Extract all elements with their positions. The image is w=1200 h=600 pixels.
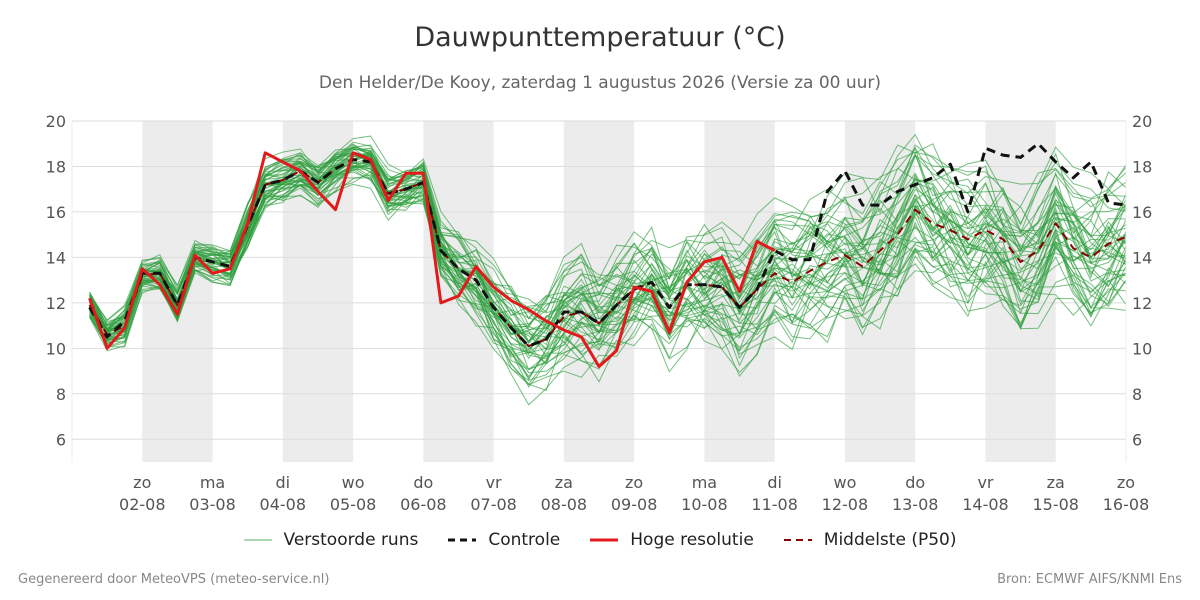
x-tick-date-label: 09-08 (611, 495, 658, 514)
x-tick-day-label: zo (133, 473, 151, 492)
x-tick-date-label: 07-08 (470, 495, 517, 514)
black-dashed-line-icon (448, 538, 477, 542)
x-tick-date-label: 12-08 (822, 495, 869, 514)
ensemble-member-line (89, 141, 1127, 335)
y-tick-label-left: 16 (46, 203, 66, 222)
y-tick-label-left: 14 (46, 248, 66, 267)
series-lines (88, 142, 1127, 368)
x-tick-date-label: 15-08 (1032, 495, 1079, 514)
x-tick-date-label: 05-08 (330, 495, 377, 514)
x-tick-day-label: vr (977, 473, 993, 492)
y-tick-label-right: 14 (1132, 248, 1152, 267)
y-tick-label-left: 6 (56, 430, 66, 449)
y-tick-label-left: 12 (46, 294, 66, 313)
x-tick-day-label: wo (833, 473, 856, 492)
x-tick-date-label: 16-08 (1103, 495, 1150, 514)
legend-item-hoge-resolutie: Hoge resolutie (590, 530, 754, 550)
x-tick-day-label: di (275, 473, 290, 492)
chart-title: Dauwpunttemperatuur (°C) (414, 22, 786, 53)
x-tick-day-label: vr (486, 473, 502, 492)
x-tick-date-label: 13-08 (892, 495, 939, 514)
x-tick-day-label: za (1047, 473, 1065, 492)
y-tick-label-right: 20 (1132, 112, 1152, 131)
x-tick-date-label: 04-08 (260, 495, 307, 514)
x-tick-date-label: 11-08 (751, 495, 798, 514)
ensemble-lines (89, 133, 1127, 406)
chart-subtitle: Den Helder/De Kooy, zaterdag 1 augustus … (318, 73, 882, 93)
ensemble-member-line (89, 171, 1127, 386)
legend-item-verstoorde-runs: Verstoorde runs (243, 530, 419, 550)
x-tick-day-label: do (413, 473, 433, 492)
ensemble-member-line (89, 143, 1127, 325)
x-tick-day-label: zo (1117, 473, 1135, 492)
hoge-resolutie-line (88, 151, 776, 368)
y-tick-label-right: 18 (1132, 157, 1152, 176)
x-tick-day-label: ma (692, 473, 717, 492)
y-tick-label-left: 10 (46, 339, 66, 358)
footer-credit: Gegenereerd door MeteoVPS (meteo-service… (18, 572, 330, 587)
darkred-dashed-line-icon (783, 539, 812, 541)
x-tick-day-label: za (555, 473, 573, 492)
controle-line (88, 142, 1127, 348)
ensemble-member-line (89, 154, 1127, 343)
y-tick-label-left: 18 (46, 157, 66, 176)
x-tick-date-label: 08-08 (541, 495, 588, 514)
x-tick-date-label: 10-08 (681, 495, 728, 514)
legend-label: Verstoorde runs (283, 530, 419, 550)
y-tick-label-right: 8 (1132, 385, 1142, 404)
y-tick-label-left: 20 (46, 112, 66, 131)
ensemble-member-line (89, 155, 1127, 367)
legend: Verstoorde runs Controle Hoge resolutie … (0, 530, 1200, 550)
legend-item-controle: Controle (448, 530, 560, 550)
thin-green-line-icon (243, 539, 272, 541)
x-tick-date-label: 06-08 (400, 495, 447, 514)
y-tick-label-right: 16 (1132, 203, 1152, 222)
legend-label: Middelste (P50) (823, 530, 957, 550)
axes: 6 6 8 8 10 10 12 12 14 14 16 16 18 18 20 20 zo 02-08 ma 03-… (46, 112, 1153, 514)
x-tick-day-label: wo (342, 473, 365, 492)
x-tick-day-label: ma (200, 473, 225, 492)
y-tick-label-left: 8 (56, 385, 66, 404)
x-tick-date-label: 02-08 (119, 495, 166, 514)
red-line-icon (590, 538, 619, 542)
x-tick-day-label: zo (625, 473, 643, 492)
legend-label: Controle (488, 530, 561, 550)
footer-source: Bron: ECMWF AIFS/KNMI Ens (997, 572, 1182, 587)
ensemble-member-line (89, 171, 1127, 381)
x-tick-date-label: 14-08 (962, 495, 1009, 514)
y-tick-label-right: 12 (1132, 294, 1152, 313)
y-tick-label-right: 6 (1132, 430, 1142, 449)
x-tick-day-label: do (905, 473, 925, 492)
legend-label: Hoge resolutie (630, 530, 754, 550)
legend-item-middelste: Middelste (P50) (783, 530, 957, 550)
x-tick-day-label: di (767, 473, 782, 492)
x-tick-date-label: 03-08 (189, 495, 236, 514)
y-tick-label-right: 10 (1132, 339, 1152, 358)
